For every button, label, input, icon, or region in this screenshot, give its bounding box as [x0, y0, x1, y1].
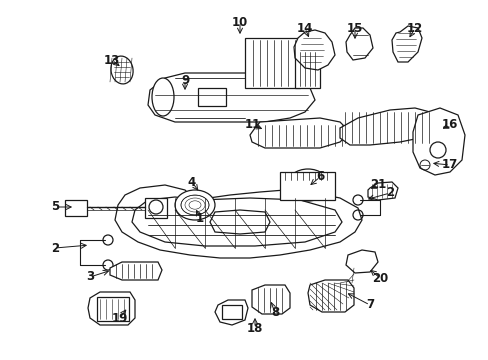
Text: 19: 19: [112, 311, 128, 324]
Ellipse shape: [286, 169, 328, 201]
Bar: [244, 38, 299, 88]
Text: 8: 8: [270, 306, 279, 320]
Bar: [222, 305, 242, 319]
Bar: [198, 88, 225, 106]
Text: 18: 18: [246, 321, 263, 334]
Ellipse shape: [152, 78, 174, 116]
Polygon shape: [251, 285, 289, 314]
Bar: [294, 50, 319, 88]
Text: 5: 5: [51, 201, 59, 213]
Text: 14: 14: [296, 22, 312, 35]
Text: 1: 1: [196, 211, 203, 225]
Ellipse shape: [111, 56, 133, 84]
Text: 7: 7: [365, 298, 373, 311]
Polygon shape: [293, 30, 334, 70]
Polygon shape: [88, 292, 135, 325]
Polygon shape: [346, 250, 377, 273]
Text: 21: 21: [369, 179, 386, 192]
Ellipse shape: [175, 190, 215, 220]
Text: 15: 15: [346, 22, 363, 35]
Polygon shape: [346, 28, 372, 60]
Text: 9: 9: [181, 73, 189, 86]
Polygon shape: [110, 262, 162, 280]
Bar: [97, 297, 129, 321]
Text: 10: 10: [231, 15, 247, 28]
Text: 12: 12: [406, 22, 422, 35]
Polygon shape: [307, 280, 353, 312]
Bar: [65, 200, 87, 216]
Bar: [280, 172, 334, 200]
Polygon shape: [148, 73, 314, 122]
Text: 16: 16: [441, 118, 457, 131]
Polygon shape: [391, 26, 421, 62]
Text: 2: 2: [51, 242, 59, 255]
Polygon shape: [209, 210, 269, 234]
Polygon shape: [115, 185, 361, 258]
Bar: [145, 198, 167, 218]
Text: 4: 4: [187, 175, 196, 189]
Text: 13: 13: [103, 54, 120, 67]
Polygon shape: [367, 182, 397, 200]
Text: 6: 6: [315, 171, 324, 184]
Text: 11: 11: [244, 118, 261, 131]
Polygon shape: [215, 300, 247, 325]
Polygon shape: [339, 108, 437, 145]
Text: 17: 17: [441, 158, 457, 171]
Text: 2: 2: [385, 186, 393, 199]
Text: 3: 3: [86, 270, 94, 284]
Polygon shape: [249, 118, 349, 148]
Text: 20: 20: [371, 271, 387, 284]
Polygon shape: [412, 108, 464, 175]
